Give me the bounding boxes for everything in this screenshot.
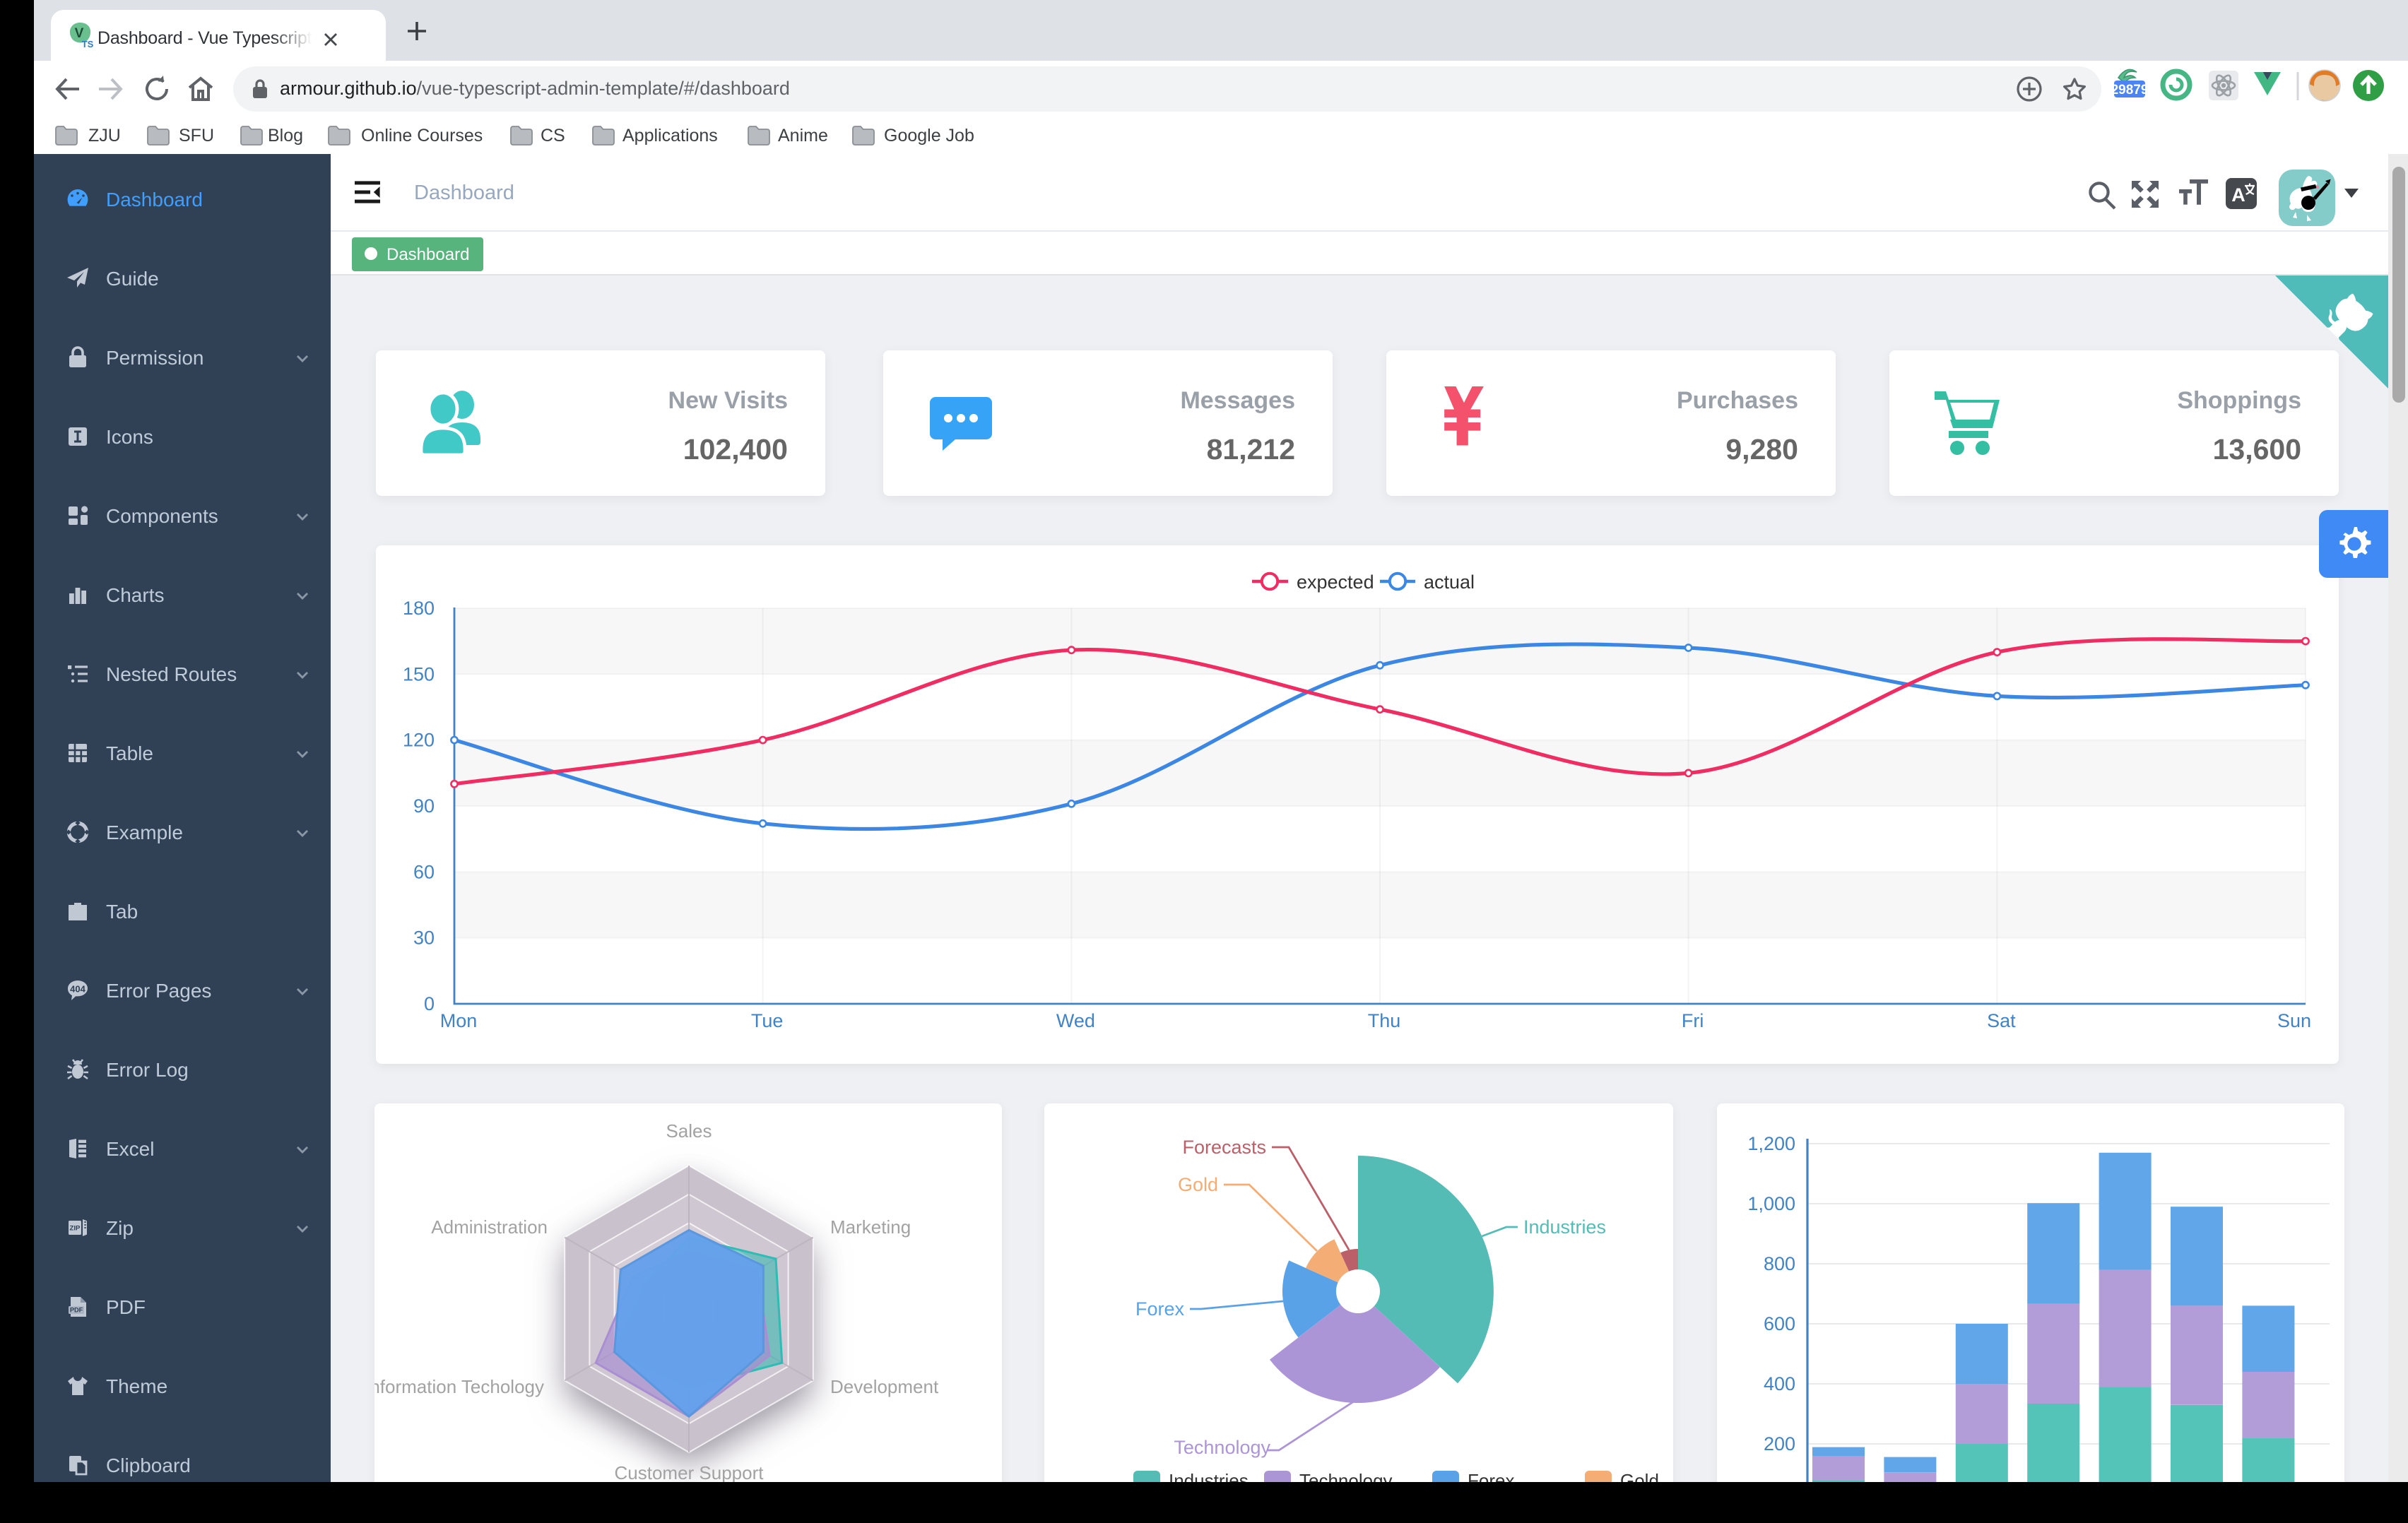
svg-text:Fri: Fri	[1681, 1010, 1703, 1031]
svg-text:actual: actual	[1423, 571, 1474, 593]
svg-text:Google Job: Google Job	[883, 126, 974, 146]
svg-text:Tue: Tue	[750, 1010, 783, 1031]
svg-text:V: V	[75, 26, 84, 41]
svg-text:150: 150	[402, 663, 434, 685]
svg-text:Online Courses: Online Courses	[360, 126, 482, 146]
svg-text:800: 800	[1763, 1253, 1795, 1274]
svg-text:TS: TS	[82, 39, 94, 49]
svg-text:ZIP: ZIP	[69, 1224, 81, 1232]
svg-text:120: 120	[402, 730, 434, 751]
svg-text:29879: 29879	[2113, 83, 2148, 97]
svg-text:Sat: Sat	[1986, 1010, 2015, 1031]
svg-text:Blog: Blog	[267, 126, 302, 146]
svg-text:expected: expected	[1296, 571, 1374, 593]
svg-text:Applications: Applications	[622, 126, 717, 146]
svg-text:60: 60	[413, 861, 434, 882]
svg-text:CS: CS	[540, 126, 565, 146]
svg-text:Administration: Administration	[430, 1216, 547, 1238]
svg-text:400: 400	[1763, 1373, 1795, 1394]
svg-text:1,200: 1,200	[1747, 1133, 1795, 1154]
svg-text:Development: Development	[830, 1376, 938, 1397]
svg-text:Sales: Sales	[665, 1120, 711, 1142]
svg-text:PDF: PDF	[69, 1306, 83, 1313]
svg-text:404: 404	[69, 983, 85, 994]
svg-text:SFU: SFU	[178, 126, 213, 146]
svg-text:0: 0	[423, 993, 434, 1014]
svg-text:Mon: Mon	[439, 1010, 477, 1031]
svg-text:ZJU: ZJU	[88, 126, 120, 146]
svg-text:Sun: Sun	[2277, 1010, 2310, 1031]
svg-text:1,000: 1,000	[1747, 1193, 1795, 1214]
svg-text:30: 30	[413, 928, 434, 949]
svg-text:Anime: Anime	[777, 126, 827, 146]
svg-text:200: 200	[1763, 1433, 1795, 1454]
svg-text:Marketing: Marketing	[830, 1216, 910, 1238]
svg-text:Thu: Thu	[1367, 1010, 1400, 1031]
svg-text:Forecasts: Forecasts	[1182, 1137, 1266, 1158]
svg-text:Forex: Forex	[1135, 1298, 1185, 1320]
svg-text:Industries: Industries	[1523, 1216, 1606, 1238]
svg-text:Information Techology: Information Techology	[374, 1376, 543, 1397]
svg-text:180: 180	[402, 598, 434, 619]
svg-text:90: 90	[413, 795, 434, 817]
svg-text:Customer Support: Customer Support	[614, 1462, 764, 1483]
svg-text:Wed: Wed	[1056, 1010, 1094, 1031]
svg-text:Gold: Gold	[1178, 1174, 1218, 1195]
svg-text:Technology: Technology	[1174, 1437, 1270, 1458]
svg-text:A: A	[2231, 184, 2245, 205]
svg-text:600: 600	[1763, 1313, 1795, 1334]
